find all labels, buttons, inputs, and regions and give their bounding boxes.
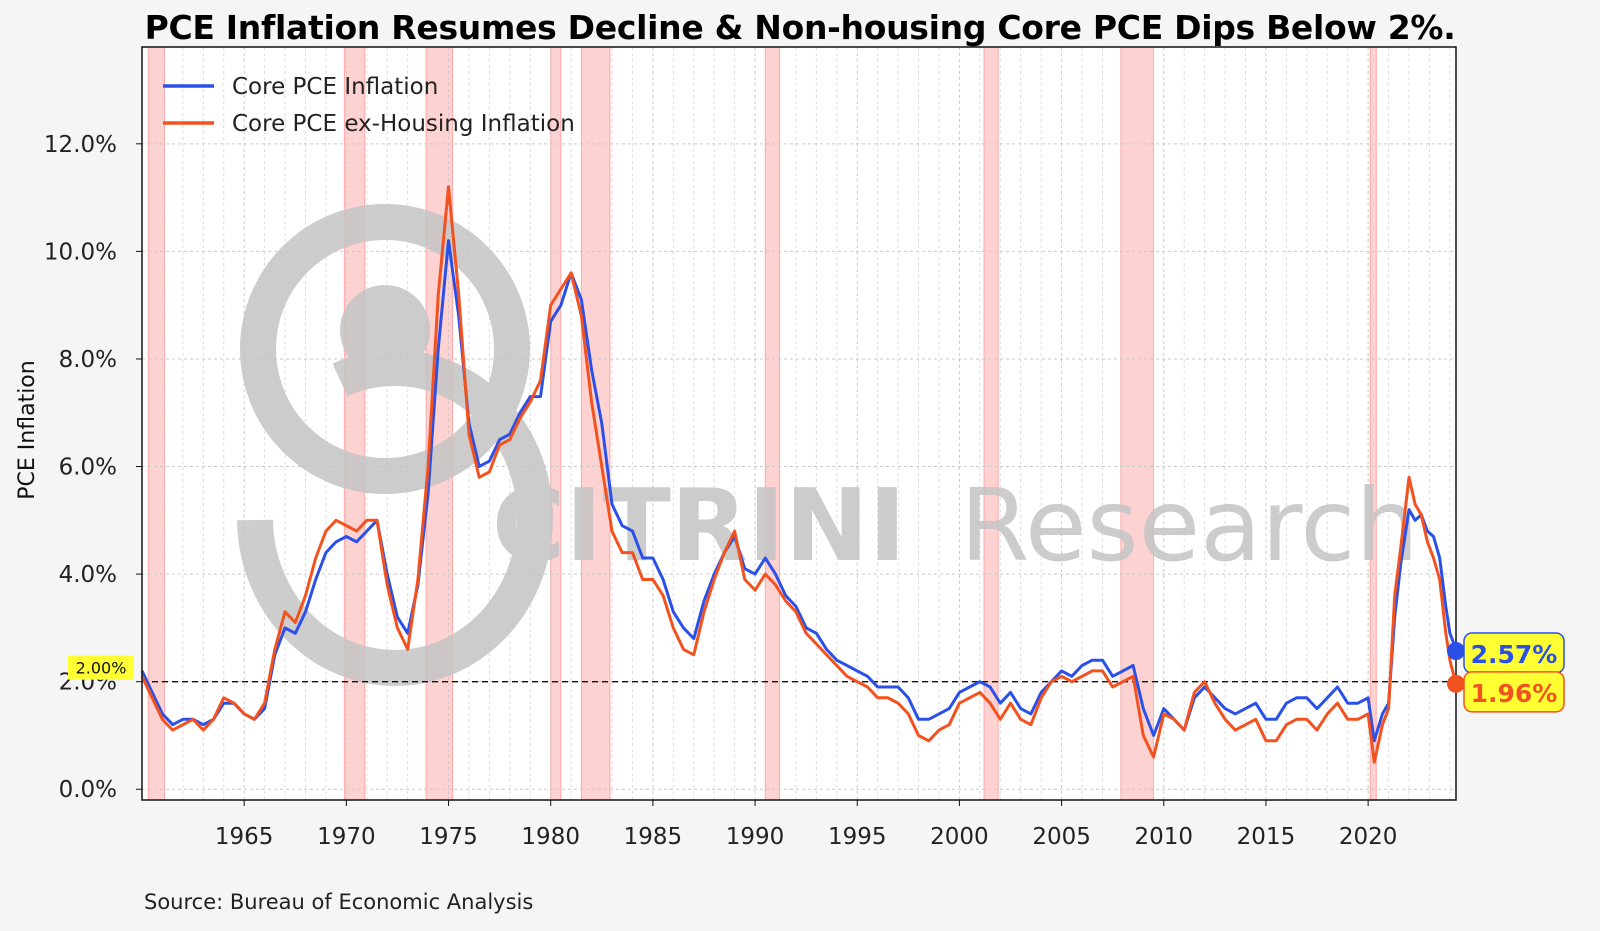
x-tick-label: 1965 <box>215 824 274 850</box>
x-tick-label: 1980 <box>521 824 580 850</box>
y-tick-label: 4.0% <box>59 562 117 588</box>
y-tick-label: 10.0% <box>44 239 117 265</box>
recession-band <box>1120 46 1155 801</box>
chart-title: PCE Inflation Resumes Decline & Non-hous… <box>144 8 1456 47</box>
watermark-brand: CITRINI <box>492 467 906 584</box>
x-tick-label: 1975 <box>419 824 478 850</box>
x-tick-label: 1995 <box>828 824 887 850</box>
series-lines <box>140 185 1458 764</box>
y-axis-label: PCE Inflation <box>15 360 40 499</box>
reference-line-label-box <box>68 655 134 680</box>
recession-band <box>764 46 781 801</box>
watermark: CITRINI Research <box>237 204 1419 686</box>
plot-area <box>142 47 1456 800</box>
plot-frame <box>141 46 1457 801</box>
x-tick-label: 1985 <box>624 824 683 850</box>
x-tick-label: 1990 <box>726 824 785 850</box>
series-end-label: 1.96% <box>1471 679 1558 708</box>
x-tick-label: 2020 <box>1339 824 1398 850</box>
series-line-core-pce-ex-housing <box>140 185 1458 764</box>
watermark-suffix: Research <box>960 467 1419 584</box>
legend: Core PCE Inflation Core PCE ex-Housing In… <box>163 74 575 137</box>
recession-band <box>1369 46 1377 801</box>
y-tick-label: 12.0% <box>44 132 117 158</box>
series-end-marker <box>1447 642 1465 661</box>
legend-label: Core PCE ex-Housing Inflation <box>232 111 575 137</box>
x-tick-label: 1970 <box>317 824 376 850</box>
reference-line-label: 2.00% <box>76 659 127 678</box>
recession-band <box>550 46 562 801</box>
legend-label: Core PCE Inflation <box>232 74 438 100</box>
x-tick-label: 2000 <box>930 824 989 850</box>
citrini-logo-icon <box>237 204 553 686</box>
series-line-core-pce <box>140 239 1458 743</box>
series-end-label-box <box>1463 671 1565 713</box>
y-tick-label: 8.0% <box>59 347 117 373</box>
series-end-marker <box>1447 674 1465 693</box>
x-tick-label: 2015 <box>1237 824 1296 850</box>
x-tick-label: 2010 <box>1134 824 1193 850</box>
source-note: Source: Bureau of Economic Analysis <box>144 890 534 914</box>
x-tick-label: 2005 <box>1032 824 1091 850</box>
recession-band <box>343 46 366 801</box>
y-tick-label: 0.0% <box>59 777 117 803</box>
series-end-label: 2.57% <box>1471 640 1558 669</box>
y-tick-label: 6.0% <box>59 455 117 481</box>
